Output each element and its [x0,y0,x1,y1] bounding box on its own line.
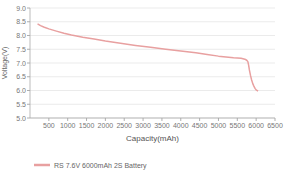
x-tick-label: 1000 [60,122,76,129]
x-axis-line [30,118,275,119]
y-tick [27,76,30,77]
plot-area [38,24,259,91]
y-tick [27,104,30,105]
y-tick-label: 6.5 [16,73,26,80]
grid-line [30,118,275,119]
grid-line [30,35,275,36]
grid-line [30,21,275,22]
grid-line [30,90,275,91]
y-tick-label: 7.0 [16,60,26,67]
x-tick-label: 4500 [192,122,208,129]
x-axis-label: Capacity(mAh) [126,134,179,143]
chart: 5.0 5.5 6.0 6.5 7.0 7.5 8.0 8.5 9.0 500 1000150020… [0,0,285,177]
y-tick [27,118,30,119]
x-tick-label: 500 [43,122,55,129]
x-tick [237,118,238,121]
y-tick [27,63,30,64]
x-tick [218,118,219,121]
x-tick-label: 5500 [230,122,246,129]
grid-line [30,8,275,9]
x-tick [105,118,106,121]
y-tick-label: 5.0 [16,115,26,122]
x-tick [143,118,144,121]
y-axis-label: Voltage(V) [1,47,9,80]
y-tick [27,8,30,9]
x-tick-label: 2000 [98,122,114,129]
y-axis-line [30,8,31,118]
y-tick [27,21,30,22]
grid-line [30,63,275,64]
x-tick [199,118,200,121]
x-tick-label: 6000 [248,122,264,129]
legend-label: RS 7.6V 6000mAh 2S Battery [54,162,147,170]
x-tick [48,118,49,121]
x-tick-label: 2500 [116,122,132,129]
x-tick [275,118,276,121]
y-tick [27,35,30,36]
x-tick-label: 3000 [135,122,151,129]
grid [30,8,275,118]
y-tick-label: 9.0 [16,5,26,12]
x-tick-label: 6500 [267,122,283,129]
y-tick-label: 8.0 [16,32,26,39]
x-tick [161,118,162,121]
legend-swatch [34,164,50,167]
legend: RS 7.6V 6000mAh 2S Battery [34,162,147,170]
x-tick-label: 3500 [154,122,170,129]
grid-line [30,76,275,77]
x-tick-label: 4000 [173,122,189,129]
y-tick-label: 8.5 [16,18,26,25]
x-tick [86,118,87,121]
x-tick [256,118,257,121]
line [38,24,259,91]
x-tick [67,118,68,121]
y-tick-label: 7.5 [16,46,26,53]
x-tick [124,118,125,121]
grid-line [30,104,275,105]
y-tick [27,49,30,50]
y-tick-label: 6.0 [16,87,26,94]
y-tick [27,90,30,91]
x-tick-label: 1500 [79,122,95,129]
axes: 5.0 5.5 6.0 6.5 7.0 7.5 8.0 8.5 9.0 500 1000150020… [16,5,283,130]
y-tick-label: 5.5 [16,101,26,108]
grid-line [30,49,275,50]
x-tick [180,118,181,121]
x-tick-label: 5000 [211,122,227,129]
